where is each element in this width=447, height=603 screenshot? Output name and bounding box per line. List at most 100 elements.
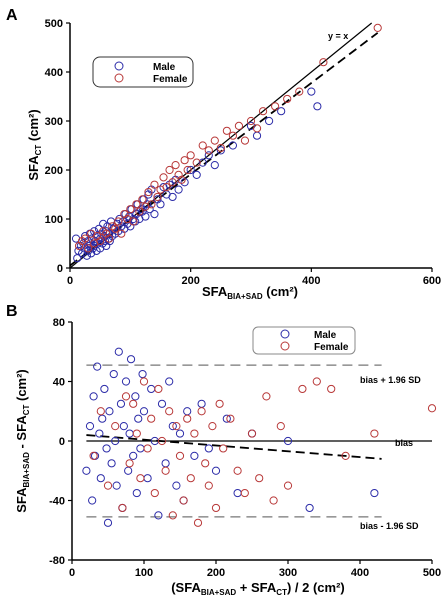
panel-b-male-point — [132, 488, 141, 498]
panel-a-female-point — [80, 234, 90, 243]
panel-a: A 0 200 400 600 0 100 200 300 400 500 SFABIA+SAD… — [6, 7, 441, 301]
panel-a-male-point — [145, 205, 154, 214]
panel-b-y-ticks: -80 -40 0 40 80 — [49, 317, 72, 567]
panel-b-upper-loa-label: bias + 1.96 SD — [360, 375, 421, 385]
panel-a-legend-male-label: Male — [153, 62, 176, 73]
panel-b-label: B — [6, 303, 18, 320]
panel-b-female-point — [255, 474, 264, 483]
panel-a-female-point — [129, 217, 138, 226]
panel-b-female-point — [121, 392, 131, 401]
panel-b-y-tick-label: -40 — [49, 496, 65, 508]
panel-a-female-point — [271, 102, 280, 111]
panel-b-x-tick-label: 200 — [207, 567, 225, 579]
panel-b-male-point — [105, 407, 114, 416]
panel-b-y-tick-label: 0 — [59, 436, 65, 448]
panel-b-legend-female-label: Female — [314, 342, 349, 353]
panel-a-female-point — [144, 187, 153, 197]
panel-b-female-point — [226, 414, 235, 423]
panel-b-female-point — [327, 384, 336, 394]
panel-a-female-point — [111, 224, 120, 233]
panel-b-male-point — [157, 399, 167, 408]
panel-b-male-point — [102, 444, 111, 453]
panel-b-male-point — [283, 436, 293, 446]
panel-b-female-point — [147, 414, 156, 423]
panel-b-female-point — [150, 488, 159, 498]
panel-b-female-point — [427, 404, 437, 413]
panel-b-male-point — [82, 466, 91, 475]
panel-a-label: A — [6, 7, 18, 24]
panel-a-legend-box — [92, 56, 194, 88]
panel-b-series-male — [82, 347, 379, 527]
panel-b-female-point — [215, 399, 224, 408]
panel-a-yx-annotation: y = x — [328, 31, 348, 41]
panel-a-x-tick-label: 600 — [423, 275, 441, 287]
panel-b-female-point — [208, 422, 217, 431]
panel-b-female-point — [118, 503, 127, 513]
panel-a-female-point — [114, 217, 123, 226]
panel-b-bias-label: bias — [395, 438, 413, 448]
panel-b-legend-male-marker — [280, 329, 290, 339]
panel-a-series-female — [74, 23, 382, 253]
panel-a-female-point — [162, 183, 171, 192]
panel-a-female-point — [177, 175, 186, 184]
panel-a-x-ticks: 0 200 400 600 — [67, 268, 441, 287]
panel-b-female-point — [201, 459, 210, 468]
panel-a-female-point — [216, 143, 225, 153]
panel-b-legend-box — [252, 326, 356, 355]
panel-b-female-point — [143, 444, 152, 453]
panel-b-male-point — [197, 399, 206, 408]
panel-b-legend: Male Female — [252, 326, 356, 355]
panel-b-male-point — [114, 347, 123, 356]
panel-b-female-point — [111, 422, 120, 431]
panel-b-female-point — [172, 422, 181, 431]
panel-a-male-point — [204, 151, 213, 160]
panel-b-lower-loa-label: bias - 1.96 SD — [360, 521, 419, 531]
panel-b-male-point — [95, 429, 104, 438]
panel-b-male-point — [85, 422, 95, 431]
panel-a-male-point — [210, 161, 219, 170]
panel-b-female-point — [125, 459, 134, 468]
panel-a-male-point — [156, 200, 165, 209]
panel-a-female-point — [132, 200, 141, 209]
panel-b-female-point — [96, 407, 105, 416]
panel-a-female-point — [319, 58, 328, 67]
panel-b-male-point — [305, 503, 314, 513]
panel-b-female-point — [197, 407, 206, 416]
panel-b-female-point — [190, 429, 199, 438]
panel-a-female-point — [84, 244, 93, 253]
panel-b-female-point — [89, 451, 98, 460]
panel-b-female-point — [193, 518, 203, 527]
panel-a-male-point — [143, 200, 152, 209]
panel-b-female-point — [262, 392, 271, 401]
panel-b-series-female — [89, 377, 437, 527]
panel-b-female-point — [103, 481, 113, 490]
panel-b-male-point — [112, 481, 121, 490]
panel-b-male-point — [121, 377, 131, 386]
panel-b-male-point — [190, 451, 199, 460]
panel-a-female-point — [96, 236, 105, 246]
panel-b-male-point — [93, 362, 102, 371]
panel-a-male-point — [252, 131, 262, 140]
panel-b-female-point — [129, 399, 138, 408]
panel-a-female-point — [126, 205, 135, 214]
panel-a-x-tick-label: 200 — [181, 275, 199, 287]
panel-b-female-point — [165, 407, 174, 416]
panel-b-female-point — [247, 429, 257, 438]
panel-b-male-point — [125, 429, 134, 438]
panel-a-male-point — [192, 170, 201, 179]
panel-b-male-point — [103, 518, 113, 527]
panel-a-male-point — [141, 212, 150, 221]
panel-a-x-tick-label: 400 — [302, 275, 320, 287]
panel-a-male-point — [277, 107, 286, 116]
panel-a-male-point — [265, 116, 274, 126]
panel-a-female-point — [159, 173, 168, 182]
panel-b-male-point — [89, 392, 98, 401]
panel-b-female-point — [240, 488, 249, 498]
panel-b-male-point — [96, 474, 105, 483]
panel-a-female-point — [234, 121, 244, 131]
panel-b-female-point — [233, 466, 242, 475]
panel-b-female-point — [204, 481, 213, 490]
panel-a-female-point — [105, 234, 114, 243]
panel-b-female-point — [211, 503, 221, 513]
panel-a-female-point — [153, 192, 162, 202]
